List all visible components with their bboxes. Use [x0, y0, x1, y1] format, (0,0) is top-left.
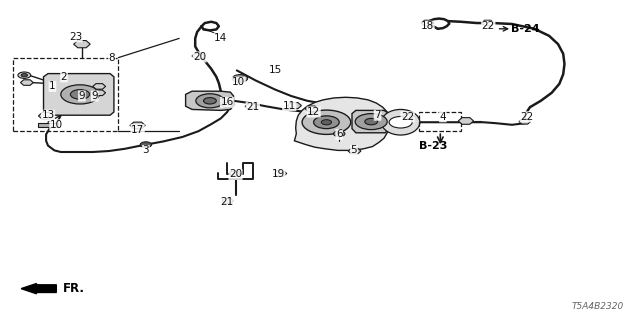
Circle shape: [43, 114, 49, 117]
Circle shape: [314, 116, 339, 129]
Circle shape: [232, 172, 237, 175]
Polygon shape: [519, 119, 531, 124]
Circle shape: [78, 42, 86, 46]
Circle shape: [232, 75, 248, 82]
Text: 6: 6: [336, 129, 342, 140]
Circle shape: [21, 74, 28, 77]
Text: 22: 22: [401, 112, 414, 122]
Polygon shape: [274, 171, 287, 176]
Circle shape: [196, 55, 201, 58]
Text: B-23: B-23: [419, 140, 447, 151]
Text: 7: 7: [374, 110, 381, 120]
Circle shape: [522, 120, 527, 123]
Polygon shape: [74, 41, 90, 48]
Text: 10: 10: [50, 120, 63, 130]
Polygon shape: [20, 80, 33, 85]
Circle shape: [97, 92, 102, 94]
Circle shape: [140, 142, 152, 148]
Text: 22: 22: [520, 112, 533, 122]
Text: 21: 21: [221, 196, 234, 207]
Polygon shape: [352, 110, 389, 133]
Polygon shape: [44, 74, 114, 115]
Text: 5: 5: [351, 145, 357, 156]
Text: 17: 17: [131, 124, 144, 135]
Text: 13: 13: [42, 110, 54, 120]
Polygon shape: [38, 113, 54, 119]
Circle shape: [97, 85, 102, 88]
Polygon shape: [222, 198, 234, 204]
Ellipse shape: [381, 109, 420, 135]
Polygon shape: [348, 148, 361, 154]
Circle shape: [485, 22, 491, 25]
Text: 23: 23: [69, 32, 82, 42]
Circle shape: [24, 81, 30, 84]
Text: 14: 14: [214, 33, 227, 44]
Polygon shape: [221, 102, 233, 108]
Text: T5A4B2320: T5A4B2320: [572, 302, 624, 311]
Polygon shape: [245, 104, 257, 109]
Text: 20: 20: [229, 169, 242, 180]
Text: 12: 12: [307, 107, 320, 117]
Polygon shape: [229, 171, 241, 176]
Polygon shape: [403, 114, 414, 119]
Circle shape: [248, 105, 253, 108]
Polygon shape: [481, 20, 494, 26]
Text: 9: 9: [79, 91, 85, 101]
Circle shape: [204, 98, 216, 104]
Text: FR.: FR.: [63, 282, 84, 295]
Circle shape: [425, 22, 431, 25]
Circle shape: [196, 94, 224, 108]
Polygon shape: [192, 53, 205, 59]
Text: 9: 9: [92, 91, 98, 101]
Polygon shape: [421, 20, 434, 26]
Polygon shape: [186, 91, 234, 110]
Circle shape: [321, 120, 332, 125]
Circle shape: [291, 104, 298, 107]
FancyArrow shape: [21, 284, 56, 294]
Circle shape: [355, 114, 387, 130]
Circle shape: [333, 131, 345, 137]
Polygon shape: [294, 97, 389, 150]
Circle shape: [302, 110, 351, 134]
Polygon shape: [38, 123, 58, 127]
Text: 20: 20: [193, 52, 206, 62]
Circle shape: [61, 85, 99, 104]
Text: B-24: B-24: [511, 24, 540, 34]
Circle shape: [406, 115, 411, 118]
Circle shape: [389, 116, 412, 128]
Circle shape: [70, 90, 90, 99]
Polygon shape: [287, 102, 301, 109]
Text: 21: 21: [246, 102, 259, 112]
Circle shape: [18, 72, 31, 78]
Circle shape: [309, 108, 315, 110]
Text: 22: 22: [482, 21, 495, 31]
Polygon shape: [130, 122, 145, 129]
Text: 15: 15: [269, 65, 282, 76]
Text: 4: 4: [440, 112, 446, 122]
Text: 11: 11: [283, 100, 296, 111]
Circle shape: [352, 150, 358, 153]
Text: 18: 18: [421, 21, 434, 31]
Circle shape: [134, 124, 141, 127]
Polygon shape: [93, 90, 106, 96]
Polygon shape: [305, 106, 318, 112]
Circle shape: [225, 200, 230, 202]
Circle shape: [225, 104, 230, 106]
Polygon shape: [93, 84, 106, 89]
Text: 3: 3: [143, 145, 149, 156]
Text: 16: 16: [221, 97, 234, 108]
Circle shape: [365, 118, 378, 125]
Text: 2: 2: [61, 72, 67, 82]
Polygon shape: [458, 118, 474, 124]
Circle shape: [463, 119, 469, 123]
Text: 19: 19: [272, 169, 285, 180]
Text: 8: 8: [109, 52, 115, 63]
Circle shape: [278, 172, 284, 175]
Text: 1: 1: [49, 81, 56, 92]
Text: 10: 10: [232, 77, 245, 87]
